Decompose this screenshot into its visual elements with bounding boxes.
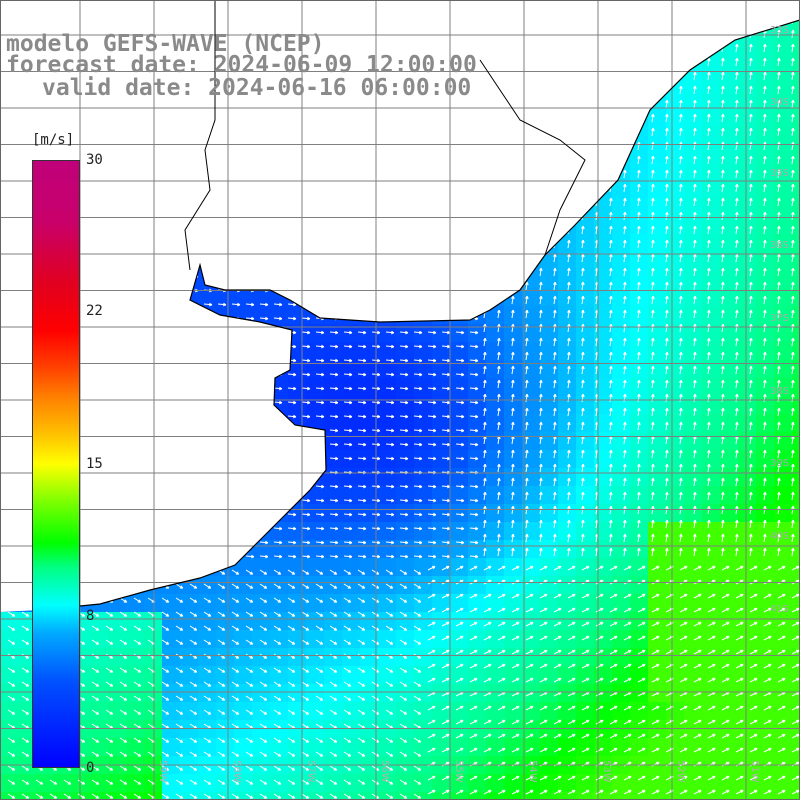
lon-label: 56W bbox=[379, 760, 390, 783]
lon-label: 57W bbox=[305, 760, 316, 783]
lat-label: 36S bbox=[770, 240, 790, 251]
forecast-date: forecast date: 2024-06-09 12:00:00 bbox=[6, 52, 477, 78]
lon-label: 53W bbox=[601, 760, 612, 783]
valid-date: valid date: 2024-06-16 06:00:00 bbox=[42, 75, 472, 101]
colorbar-tick-22: 22 bbox=[86, 303, 103, 319]
lon-label: 52W bbox=[675, 760, 686, 783]
model-title: modelo GEFS-WAVE (NCEP) bbox=[6, 31, 325, 57]
lon-label: 59W bbox=[157, 760, 168, 783]
lat-label: 35S bbox=[770, 168, 790, 179]
lon-label: 54W bbox=[527, 760, 538, 783]
lat-label: 33S bbox=[770, 25, 790, 36]
lat-label: 37S bbox=[770, 313, 790, 324]
colorbar-tick-30: 30 bbox=[86, 152, 103, 168]
colorbar-tick-15: 15 bbox=[86, 456, 103, 472]
colorbar-tick-8: 8 bbox=[86, 608, 95, 624]
lon-label: 55W bbox=[453, 760, 464, 783]
colorbar-tick-0: 0 bbox=[86, 760, 95, 776]
colorbar-unit: [m/s] bbox=[32, 132, 75, 148]
lon-label: 58W bbox=[231, 760, 242, 783]
lon-label: 51W bbox=[749, 760, 760, 783]
lat-label: 41S bbox=[770, 604, 790, 615]
lat-label: 34S bbox=[770, 97, 790, 108]
lat-label: 40S bbox=[770, 531, 790, 542]
colorbar bbox=[32, 160, 80, 768]
lat-label: 39S bbox=[770, 458, 790, 469]
lat-label: 38S bbox=[770, 386, 790, 397]
